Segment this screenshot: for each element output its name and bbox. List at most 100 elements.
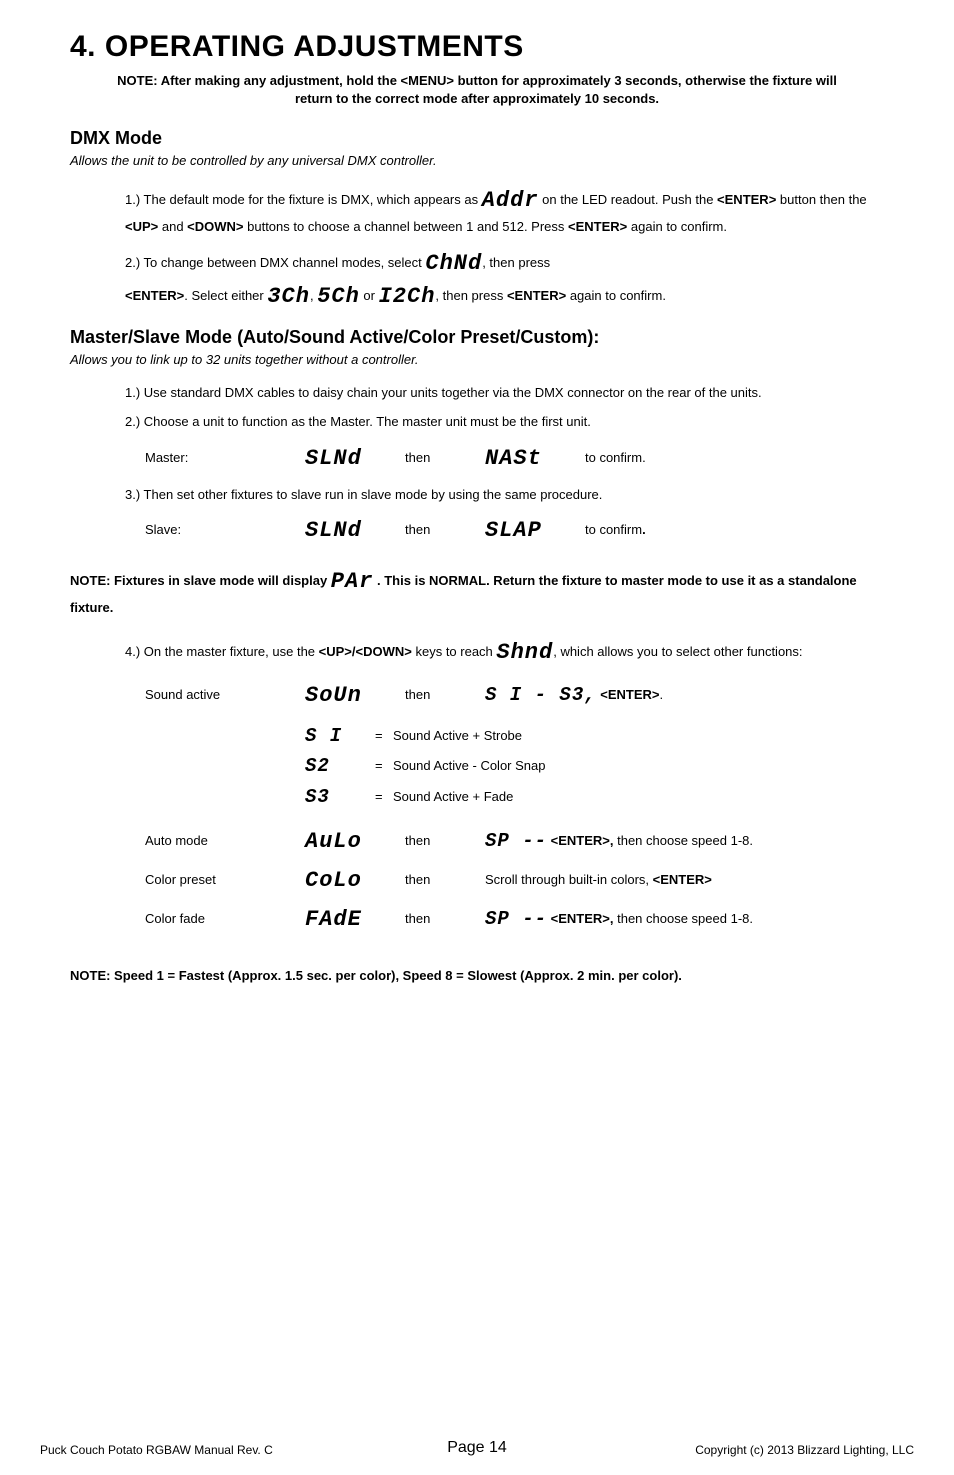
text: keys to reach — [412, 644, 497, 659]
text: or — [360, 288, 379, 303]
seg-sp: SP -- — [485, 908, 547, 930]
key-enter: <ENTER> — [507, 288, 566, 303]
func-desc: SP -- <ENTER>, then choose speed 1-8. — [485, 827, 753, 856]
dmx-step-2: 2.) To change between DMX channel modes,… — [125, 247, 884, 313]
seg-range: S I - S3, — [485, 684, 597, 706]
dmx-block: 1.) The default mode for the fixture is … — [125, 184, 884, 313]
text: 4.) On the master fixture, use the — [125, 644, 319, 659]
ms-step-4: 4.) On the master fixture, use the <UP>/… — [125, 636, 884, 669]
equals: = — [375, 726, 393, 746]
key-updown: <UP>/<DOWN> — [319, 644, 412, 659]
opt-s2: S2 = Sound Active - Color Snap — [305, 752, 884, 781]
dmx-step-1: 1.) The default mode for the fixture is … — [125, 184, 884, 237]
seg-s3: S3 — [305, 786, 330, 808]
func-desc: SP -- <ENTER>, then choose speed 1-8. — [485, 905, 753, 934]
top-note: NOTE: After making any adjustment, hold … — [100, 72, 854, 108]
footer: Page 14 Puck Couch Potato RGBAW Manual R… — [0, 1439, 954, 1457]
seg-shnd: Shnd — [496, 640, 553, 665]
ms-subtitle: Allows you to link up to 32 units togeth… — [70, 352, 884, 367]
func-label: Sound active — [145, 685, 305, 705]
footer-left: Puck Couch Potato RGBAW Manual Rev. C — [40, 1443, 273, 1457]
key-enter: <ENTER>, — [551, 833, 614, 848]
ms-step-1: 1.) Use standard DMX cables to daisy cha… — [125, 383, 884, 403]
func-desc: Scroll through built-in colors, <ENTER> — [485, 870, 712, 890]
ms-step-2: 2.) Choose a unit to function as the Mas… — [125, 412, 884, 432]
seg-colo: CoLo — [305, 868, 362, 893]
page-title: 4. OPERATING ADJUSTMENTS — [70, 30, 884, 64]
func-label: Auto mode — [145, 831, 305, 851]
seg-sp: SP -- — [485, 830, 547, 852]
ms-step-3: 3.) Then set other fixtures to slave run… — [125, 485, 884, 505]
confirm-text: to confirm. — [585, 448, 646, 468]
text: 1.) The default mode for the fixture is … — [125, 192, 482, 207]
s2-desc: Sound Active - Color Snap — [393, 756, 545, 776]
text: 2.) To change between DMX channel modes,… — [125, 255, 425, 270]
text: and — [158, 219, 187, 234]
text: button then the — [776, 192, 866, 207]
confirm-text: to confirm. — [585, 520, 646, 540]
seg-3ch: 3Ch — [267, 284, 310, 309]
seg-12ch: I2Ch — [379, 284, 436, 309]
key-down: <DOWN> — [187, 219, 243, 234]
seg-slnd: SLNd — [305, 446, 362, 471]
dmx-heading: DMX Mode — [70, 128, 884, 149]
step4-block: 4.) On the master fixture, use the <UP>/… — [125, 636, 884, 937]
key-enter: <ENTER> — [125, 288, 184, 303]
slave-row: Slave: SLNd then SLAP to confirm. — [145, 514, 884, 547]
func-label: Color fade — [145, 909, 305, 929]
func-color-fade: Color fade FAdE then SP -- <ENTER>, then… — [145, 903, 884, 936]
slave-label: Slave: — [145, 520, 305, 540]
then-text: then — [405, 685, 485, 705]
text: , which allows you to select other funct… — [553, 644, 802, 659]
func-desc: S I - S3, <ENTER>. — [485, 681, 663, 710]
opt-s3: S3 = Sound Active + Fade — [305, 783, 884, 812]
then-text: then — [405, 909, 485, 929]
text: , then press — [435, 288, 507, 303]
seg-fade: FAdE — [305, 907, 362, 932]
opt-s1: S I = Sound Active + Strobe — [305, 722, 884, 751]
then-text: then — [405, 448, 485, 468]
func-auto-mode: Auto mode AuLo then SP -- <ENTER>, then … — [145, 825, 884, 858]
s3-desc: Sound Active + Fade — [393, 787, 513, 807]
then-text: then — [405, 831, 485, 851]
text: again to confirm. — [627, 219, 727, 234]
footer-right: Copyright (c) 2013 Blizzard Lighting, LL… — [695, 1443, 914, 1457]
text: , then press — [482, 255, 550, 270]
seg-5ch: 5Ch — [317, 284, 360, 309]
seg-slnd: SLNd — [305, 518, 362, 543]
then-text: then — [405, 520, 485, 540]
seg-chnd: ChNd — [425, 251, 482, 276]
text: NOTE: Fixtures in slave mode will displa… — [70, 573, 331, 588]
ms-heading: Master/Slave Mode (Auto/Sound Active/Col… — [70, 327, 884, 348]
ms-block: 1.) Use standard DMX cables to daisy cha… — [125, 383, 884, 548]
speed-note: NOTE: Speed 1 = Fastest (Approx. 1.5 sec… — [70, 966, 884, 986]
key-enter: <ENTER> — [600, 687, 659, 702]
key-up: <UP> — [125, 219, 158, 234]
s1-desc: Sound Active + Strobe — [393, 726, 522, 746]
func-sound-active: Sound active SoUn then S I - S3, <ENTER>… — [145, 679, 884, 712]
seg-slap: SLAP — [485, 518, 542, 543]
then-text: then — [405, 870, 485, 890]
seg-s1: S I — [305, 725, 342, 747]
key-enter: <ENTER> — [568, 219, 627, 234]
seg-s2: S2 — [305, 755, 330, 777]
seg-soun: SoUn — [305, 683, 362, 708]
text: again to confirm. — [566, 288, 666, 303]
func-label: Color preset — [145, 870, 305, 890]
seg-par: PAr — [331, 569, 374, 594]
seg-nast: NASt — [485, 446, 542, 471]
equals: = — [375, 787, 393, 807]
sound-options: S I = Sound Active + Strobe S2 = Sound A… — [305, 722, 884, 812]
key-enter: <ENTER> — [653, 872, 712, 887]
note-par: NOTE: Fixtures in slave mode will displa… — [70, 565, 884, 618]
text: on the LED readout. Push the — [539, 192, 718, 207]
dmx-subtitle: Allows the unit to be controlled by any … — [70, 153, 884, 168]
seg-auto: AuLo — [305, 829, 362, 854]
master-label: Master: — [145, 448, 305, 468]
key-enter: <ENTER> — [717, 192, 776, 207]
func-color-preset: Color preset CoLo then Scroll through bu… — [145, 864, 884, 897]
seg-addr: Addr — [482, 188, 539, 213]
master-row: Master: SLNd then NASt to confirm. — [145, 442, 884, 475]
key-enter: <ENTER>, — [551, 911, 614, 926]
equals: = — [375, 756, 393, 776]
